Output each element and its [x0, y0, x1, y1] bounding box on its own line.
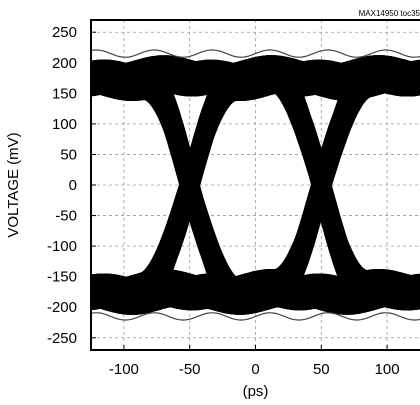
eye-trace [91, 63, 420, 298]
x-axis-title: (ps) [243, 383, 269, 400]
eye-trace [91, 69, 420, 307]
eye-trace [91, 69, 420, 304]
eye-trace [91, 55, 420, 293]
y-tick-label: 150 [52, 85, 77, 102]
eye-trace [91, 72, 420, 307]
eye-trace [91, 69, 420, 306]
eye-traces [91, 49, 420, 321]
eye-trace [91, 64, 420, 301]
eye-trace [91, 69, 420, 307]
eye-trace [91, 63, 420, 301]
x-tick-label: -50 [179, 361, 201, 378]
x-tick-label: 100 [375, 361, 400, 378]
y-tick-label: -50 [55, 208, 77, 225]
eye-trace [91, 66, 420, 301]
eye-trace [91, 74, 420, 307]
y-tick-label: 250 [52, 24, 77, 41]
y-tick-label: 100 [52, 116, 77, 133]
x-tick-label: 50 [313, 361, 330, 378]
y-tick-label: 200 [52, 55, 77, 72]
eye-trace [91, 63, 420, 301]
y-tick-label: -250 [47, 330, 77, 347]
y-tick-label: 0 [69, 177, 77, 194]
eye-trace [91, 63, 420, 301]
eye-trace [91, 63, 420, 301]
y-axis-title: VOLTAGE (mV) [5, 132, 22, 237]
eye-trace [91, 69, 420, 307]
eye-trace [91, 69, 420, 307]
x-tick-label: 0 [251, 361, 259, 378]
eye-trace [91, 59, 420, 298]
y-tick-label: 50 [60, 146, 77, 163]
eye-trace [91, 55, 420, 292]
axis-ticks: 250 200 150 100 50 0 -50 -100 -150 -200 -250 -100 -5… [47, 24, 400, 378]
eye-trace [91, 59, 420, 298]
chart-annotation: MAX14950 toc35 [359, 9, 420, 18]
y-tick-label: -100 [47, 238, 77, 255]
x-tick-label: -100 [109, 361, 139, 378]
eye-trace [91, 63, 420, 296]
y-tick-label: -150 [47, 269, 77, 286]
y-tick-label: -200 [47, 299, 77, 316]
eye-trace-edge [91, 312, 420, 321]
eye-trace-edge [91, 49, 420, 58]
